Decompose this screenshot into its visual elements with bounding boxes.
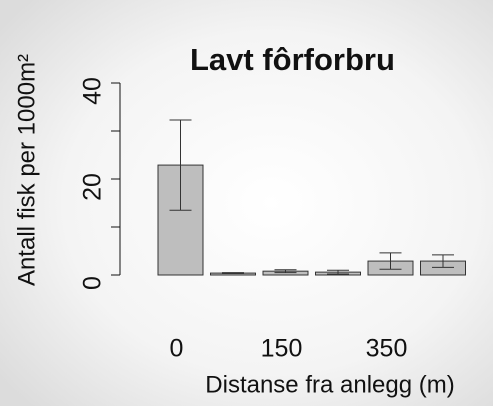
x-tick-label: 350	[366, 335, 408, 363]
y-axis-label: Antall fisk per 1000m²	[13, 54, 40, 286]
x-axis-label: Distanse fra anlegg (m)	[205, 371, 454, 398]
error-bar	[432, 254, 454, 268]
x-tick-label: 150	[261, 335, 303, 363]
error-bar	[222, 272, 244, 275]
y-tick-label: 0	[79, 276, 107, 290]
y-tick-label: 40	[79, 77, 107, 105]
error-bar	[274, 269, 297, 274]
error-bar	[327, 269, 349, 275]
chart-title: Lavt fôrforbru	[190, 42, 395, 77]
error-bar	[379, 252, 402, 270]
y-tick-label: 20	[79, 173, 107, 201]
error-bar	[169, 119, 192, 211]
x-tick-label: 0	[170, 335, 184, 363]
